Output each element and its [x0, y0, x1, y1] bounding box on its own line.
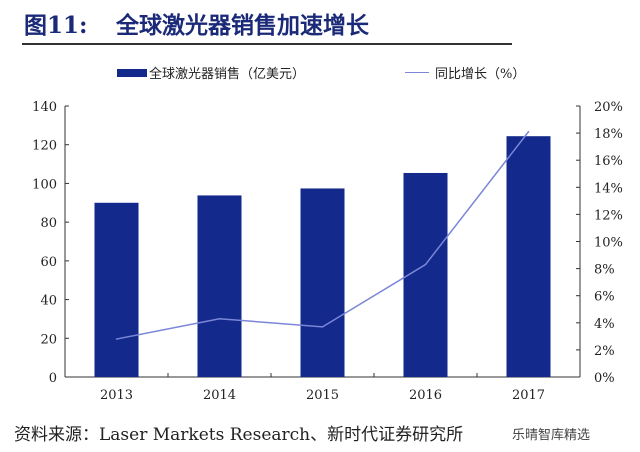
right-tick-label: 6% [594, 290, 615, 305]
legend-line-swatch [405, 72, 429, 73]
right-tick-label: 8% [594, 263, 615, 278]
bar-2017 [506, 136, 551, 377]
left-tick-label: 40 [40, 294, 57, 309]
right-tick-label: 20% [594, 100, 623, 115]
legend-item-line: 同比增长（%） [405, 63, 525, 82]
title-text: 全球激光器销售加速增长 [116, 12, 369, 39]
bar-2016 [403, 172, 448, 377]
watermark: 乐晴智库精选 [512, 428, 591, 443]
right-tick-label: 16% [594, 154, 623, 169]
bar-2015 [300, 188, 345, 377]
legend-bar-label: 全球激光器销售（亿美元） [149, 67, 306, 82]
growth-point-2016 [424, 263, 427, 266]
left-tick-label: 80 [40, 216, 57, 231]
right-tick-label: 14% [594, 181, 623, 196]
bar-2014 [197, 195, 242, 377]
title-divider [22, 43, 512, 45]
right-tick-label: 10% [594, 236, 623, 251]
left-tick-label: 140 [32, 100, 57, 115]
left-tick-label: 20 [40, 332, 57, 347]
x-tick-label: 2014 [203, 388, 236, 403]
growth-point-2017 [527, 130, 530, 133]
left-tick-label: 120 [32, 139, 57, 154]
x-tick-label: 2015 [306, 388, 339, 403]
bar-2013 [94, 202, 139, 377]
growth-point-2014 [218, 317, 221, 320]
x-tick-label: 2017 [512, 388, 545, 403]
legend-bar-swatch [117, 68, 147, 77]
left-tick-label: 100 [32, 177, 57, 192]
left-tick-label: 0 [49, 371, 57, 386]
right-tick-label: 2% [594, 344, 615, 359]
legend-item-bar: 全球激光器销售（亿美元） [117, 63, 305, 82]
right-tick-label: 0% [594, 371, 615, 386]
chart-title: 图11: 全球激光器销售加速增长 [24, 6, 369, 40]
figure-number: 图11: [24, 12, 88, 39]
source-note: 资料来源：Laser Markets Research、新时代证券研究所 [14, 425, 464, 445]
left-tick-label: 60 [40, 255, 57, 270]
x-tick-label: 2016 [409, 388, 442, 403]
right-tick-label: 18% [594, 127, 623, 142]
growth-point-2013 [115, 338, 118, 340]
x-tick-label: 2013 [100, 388, 133, 403]
right-tick-label: 4% [594, 317, 615, 332]
growth-point-2015 [321, 326, 324, 328]
legend-line-label: 同比增长（%） [435, 67, 526, 82]
right-tick-label: 12% [594, 208, 623, 223]
